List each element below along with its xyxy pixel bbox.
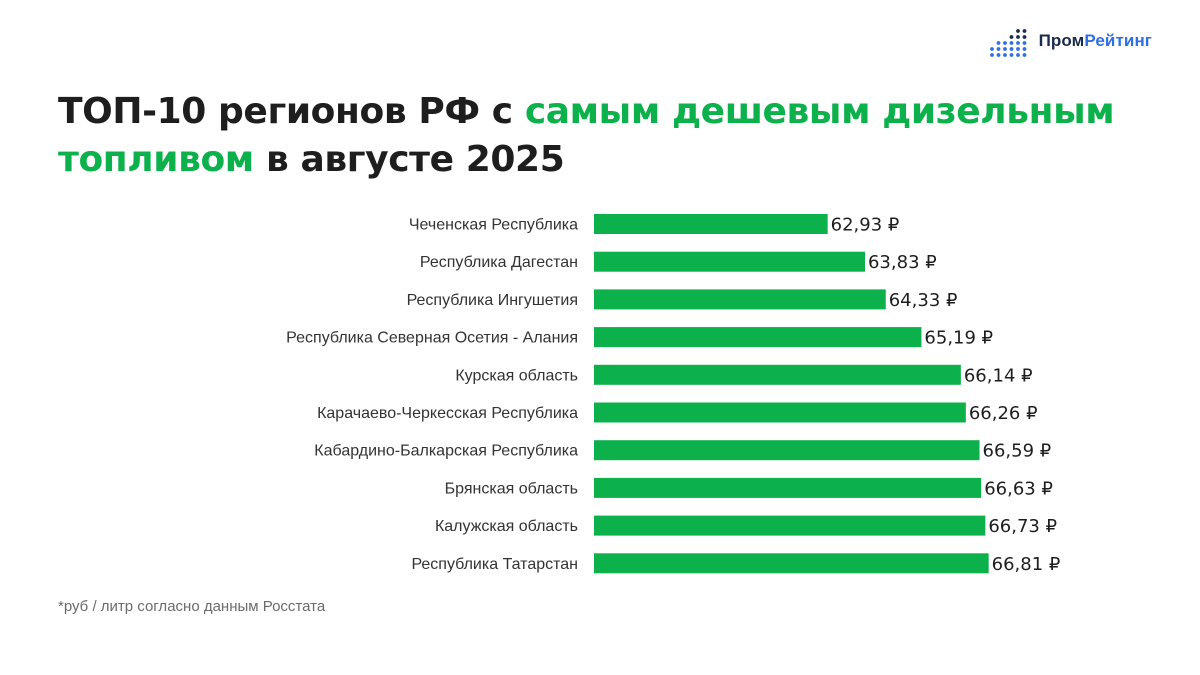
category-label: Кабардино-Балкарская Республика: [314, 443, 578, 460]
value-label: 66,81 ₽: [992, 554, 1061, 575]
bar: [594, 477, 982, 498]
page-title: ТОП-10 регионов РФ с самым дешевым дизел…: [58, 88, 1158, 184]
bar-dots-logo-icon: [989, 29, 1026, 57]
logo-dot: [1009, 53, 1013, 57]
logo-dot: [989, 53, 994, 57]
bar: [594, 553, 989, 574]
logo-dot: [1015, 35, 1020, 39]
brand-name-part1: Пром: [1038, 31, 1085, 50]
value-label: 66,14 ₽: [964, 365, 1033, 386]
bar: [594, 402, 966, 423]
logo-dot: [1022, 29, 1026, 33]
value-label: 64,33 ₽: [889, 290, 958, 311]
category-label: Республика Дагестан: [420, 254, 578, 271]
category-label: Калужская область: [435, 518, 578, 535]
footnote: *руб / литр согласно данным Росстата: [58, 598, 326, 615]
brand-name: ПромРейтинг: [1039, 31, 1152, 51]
title-part1: ТОП-10 регионов РФ с: [58, 91, 525, 132]
value-label: 66,73 ₽: [988, 516, 1057, 537]
logo-dot: [996, 47, 1000, 51]
logo-dot: [1022, 53, 1026, 57]
logo-dot: [1015, 41, 1020, 45]
bar: [594, 515, 986, 536]
category-label: Курская область: [455, 367, 578, 384]
logo-dot: [1002, 53, 1007, 57]
value-label: 66,26 ₽: [969, 403, 1038, 424]
category-label: Брянская область: [445, 480, 578, 497]
logo-dot: [996, 41, 1000, 45]
category-label: Карачаево-Черкесская Республика: [317, 405, 578, 422]
logo-dot: [1009, 47, 1013, 51]
category-label: Чеченская Республика: [409, 217, 578, 234]
bar: [594, 364, 961, 385]
title-highlight: самым дешевым дизельным топливом: [58, 91, 1115, 180]
brand-logo: ПромРейтинг: [989, 24, 1152, 58]
logo-dot: [1002, 47, 1007, 51]
category-label: Республика Татарстан: [411, 556, 578, 573]
logo-dot: [1015, 29, 1020, 33]
logo-dot: [1022, 47, 1026, 51]
bar: [594, 327, 922, 348]
brand-name-part2: Рейтинг: [1084, 31, 1152, 50]
logo-dot: [1022, 41, 1026, 45]
logo-dot: [1015, 47, 1020, 51]
value-label: 66,63 ₽: [984, 478, 1053, 499]
bar: [594, 251, 865, 272]
bar: [594, 440, 980, 461]
bar: [594, 214, 828, 234]
category-label: Республика Северная Осетия - Алания: [286, 330, 578, 347]
logo-dot: [1002, 41, 1007, 45]
value-label: 66,59 ₽: [983, 441, 1052, 462]
logo-dot: [1009, 35, 1013, 39]
logo-dot: [996, 53, 1000, 57]
value-label: 62,93 ₽: [831, 215, 900, 236]
logo-dot: [1022, 35, 1026, 39]
logo-dot: [989, 47, 994, 51]
logo-dot: [1015, 53, 1020, 57]
title-part3: в августе 2025: [253, 139, 565, 180]
category-label: Республика Ингушетия: [407, 292, 578, 309]
bar: [594, 289, 886, 310]
logo-dot: [1009, 41, 1013, 45]
value-label: 63,83 ₽: [868, 252, 937, 273]
value-label: 65,19 ₽: [924, 328, 993, 349]
